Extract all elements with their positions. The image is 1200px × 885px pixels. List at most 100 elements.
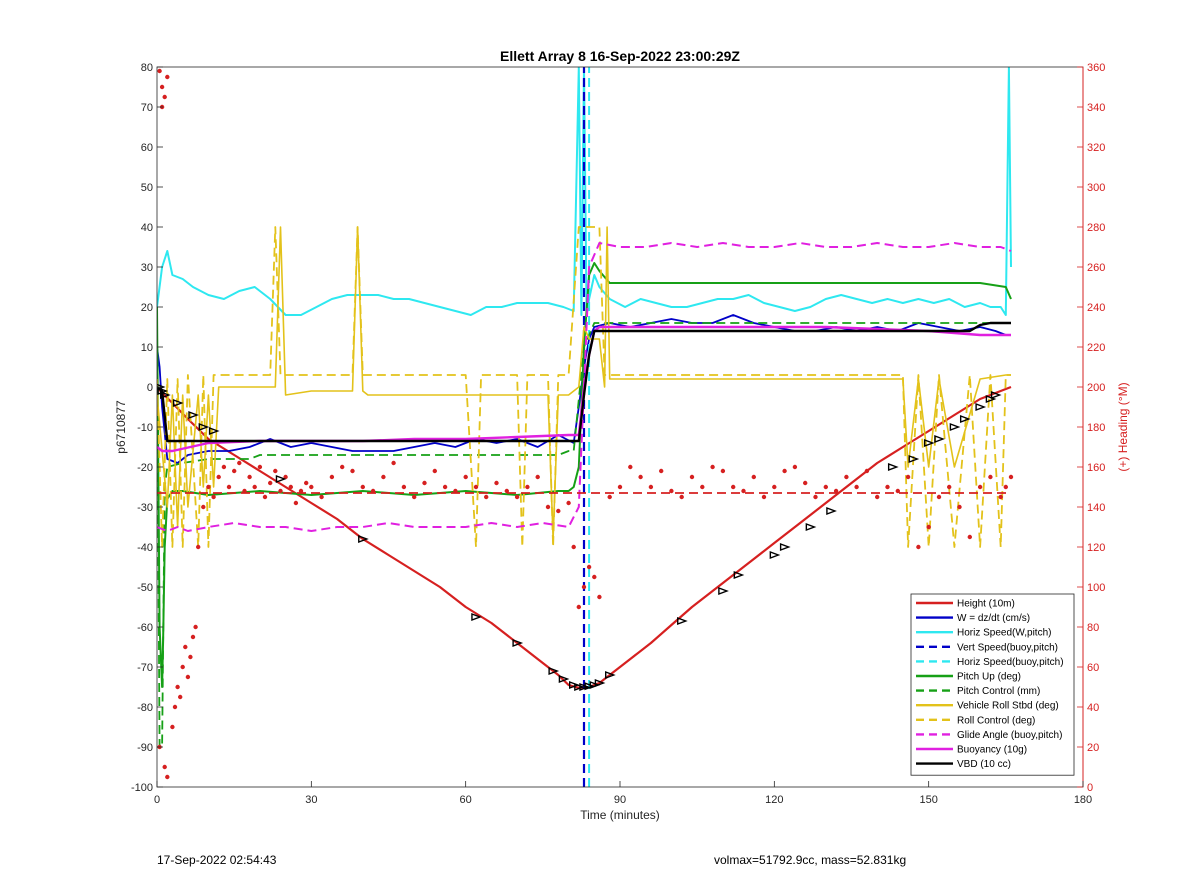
heading-point: [226, 484, 232, 490]
heading-point: [823, 484, 828, 490]
heading-point: [571, 544, 576, 550]
height-marker: [160, 390, 171, 400]
heading-point: [350, 468, 355, 474]
heading-point: [288, 484, 293, 490]
heading-point: [833, 488, 839, 494]
height-marker: [208, 426, 220, 436]
height-marker: [923, 438, 935, 448]
heading-point: [172, 704, 178, 710]
heading-point: [617, 484, 623, 490]
y-tick-label: 10: [141, 342, 153, 354]
y-tick-label: -20: [137, 462, 153, 474]
heading-point: [525, 484, 530, 490]
y-axis-label: p6710877: [114, 400, 128, 454]
heading-point: [875, 494, 880, 500]
heading-point: [977, 484, 983, 490]
x-tick-label: 60: [460, 794, 472, 806]
height-marker: [605, 670, 616, 680]
heading-point: [381, 474, 386, 480]
heading-point: [165, 774, 170, 780]
heading-point: [252, 484, 257, 490]
height-marker: [718, 586, 729, 596]
x-tick-label: 180: [1074, 794, 1092, 806]
y2-axis-label: (+) Heading (°M): [1116, 382, 1130, 471]
heading-point: [720, 468, 726, 474]
heading-point: [329, 474, 335, 480]
height-marker: [805, 522, 817, 532]
heading-point: [566, 500, 571, 506]
heading-point: [401, 484, 407, 490]
heading-point: [422, 480, 427, 486]
legend-label: Buoyancy (10g): [957, 745, 1027, 756]
heading-point: [710, 464, 715, 470]
y2-tick-label: 320: [1087, 142, 1105, 154]
y-tick-label: 60: [141, 142, 153, 154]
y-tick-label: -80: [137, 702, 153, 714]
heading-point: [494, 480, 499, 486]
footer-info: volmax=51792.9cc, mass=52.831kg: [714, 853, 907, 867]
heading-point: [178, 694, 183, 700]
height-marker: [589, 680, 601, 690]
x-tick-label: 90: [614, 794, 626, 806]
height-marker: [188, 410, 200, 420]
heading-point: [237, 460, 242, 466]
heading-point: [864, 468, 870, 474]
heading-point: [751, 474, 756, 480]
heading-point: [340, 464, 345, 470]
y-tick-label: -70: [137, 662, 153, 674]
heading-point: [298, 488, 304, 494]
heading-point: [463, 474, 468, 480]
heading-point: [180, 664, 185, 670]
series-line-11: [157, 321, 1011, 443]
heading-point: [967, 534, 972, 540]
heading-point: [221, 464, 227, 470]
heading-point: [360, 484, 365, 490]
heading-point: [638, 474, 643, 480]
y2-tick-label: 260: [1087, 262, 1105, 274]
heading-point: [268, 480, 273, 486]
heading-point: [165, 74, 170, 80]
axes: -100-90-80-70-60-50-40-30-20-10010203040…: [131, 62, 1105, 806]
height-marker: [574, 682, 585, 692]
heading-point: [700, 484, 705, 490]
height-marker: [584, 682, 596, 691]
heading-point: [679, 494, 684, 500]
heading-point: [206, 484, 211, 490]
legend-label: Pitch Control (mm): [957, 686, 1040, 697]
x-axis-label: Time (minutes): [580, 808, 660, 822]
heading-point: [201, 504, 206, 510]
height-marker: [275, 474, 287, 484]
heading-point: [412, 494, 417, 500]
heading-point: [761, 494, 767, 500]
heading-point: [957, 504, 962, 510]
heading-point: [504, 488, 509, 494]
y-tick-label: -60: [137, 622, 153, 634]
heading-point: [998, 494, 1003, 500]
y2-tick-label: 220: [1087, 342, 1105, 354]
y2-tick-label: 360: [1087, 62, 1105, 74]
heading-point: [659, 468, 664, 474]
x-tick-label: 150: [919, 794, 937, 806]
y2-tick-label: 100: [1087, 582, 1105, 594]
y-tick-label: 80: [141, 62, 153, 74]
height-marker: [934, 434, 945, 444]
heading-point: [741, 488, 746, 494]
heading-point: [157, 68, 162, 74]
legend: Height (10m) W = dz/dt (cm/s) Horiz Speed(…: [910, 593, 1075, 776]
y2-tick-label: 60: [1087, 662, 1099, 674]
heading-point: [803, 480, 808, 486]
legend-box: [910, 593, 1075, 776]
heading-point: [185, 674, 191, 680]
legend-label: Glide Angle (buoy,pitch): [957, 730, 1062, 741]
heading-point: [905, 474, 911, 480]
height-marker: [569, 680, 580, 690]
heading-point: [188, 654, 193, 660]
legend-label: Horiz Speed(buoy,pitch): [957, 657, 1064, 668]
height-marker: [548, 666, 560, 676]
y-tick-label: -30: [137, 502, 153, 514]
series-line-8: [157, 226, 1011, 548]
y2-tick-label: 300: [1087, 182, 1105, 194]
chart-title: Ellett Array 8 16-Sep-2022 23:00:29Z: [500, 48, 740, 64]
x-tick-label: 0: [154, 794, 160, 806]
y2-tick-label: 180: [1087, 422, 1105, 434]
